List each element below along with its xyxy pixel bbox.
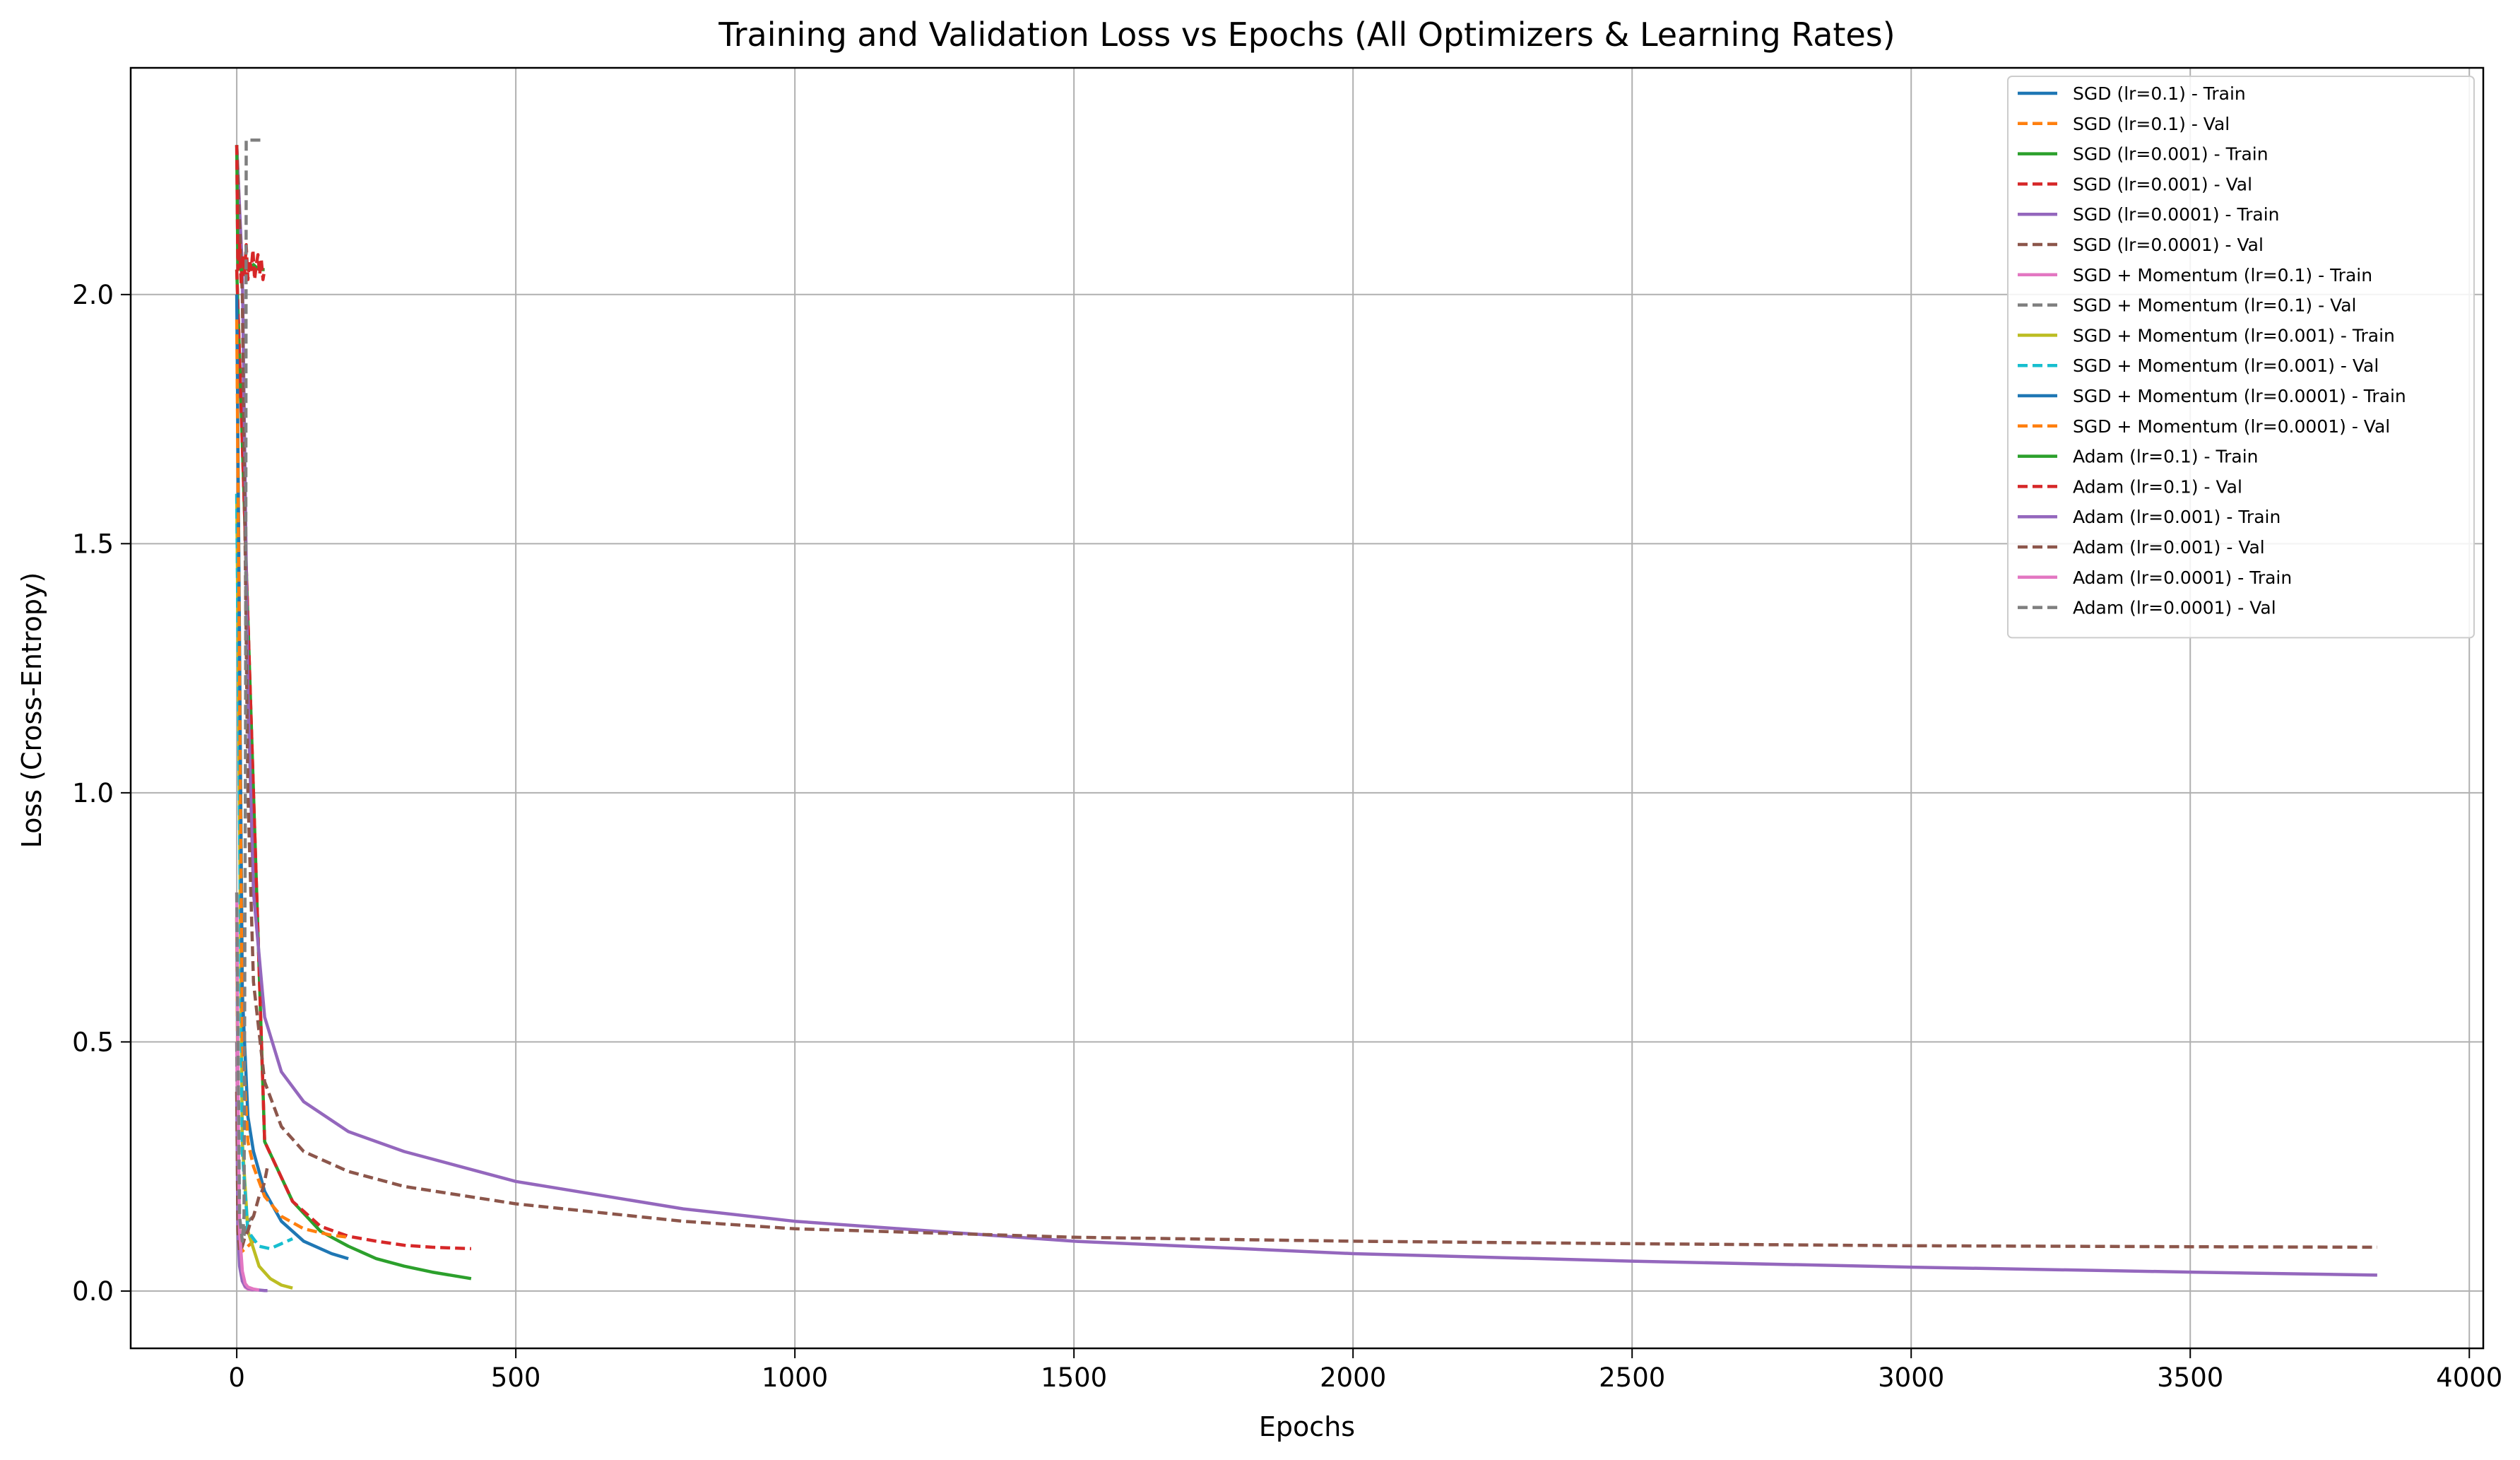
legend-entry: SGD + Momentum (lr=0.0001) - Train bbox=[2073, 386, 2406, 406]
chart-title: Training and Validation Loss vs Epochs (… bbox=[718, 16, 1895, 54]
series-line-5 bbox=[235, 145, 2377, 1277]
series-line-10 bbox=[235, 493, 294, 1251]
legend-entry: SGD (lr=0.1) - Val bbox=[2073, 114, 2230, 134]
legend-entry: SGD + Momentum (lr=0.1) - Train bbox=[2073, 265, 2372, 285]
x-tick-label: 2000 bbox=[1320, 1362, 1386, 1393]
legend-entry: Adam (lr=0.0001) - Val bbox=[2073, 598, 2276, 618]
legend-entry: Adam (lr=0.0001) - Train bbox=[2073, 567, 2292, 588]
legend: SGD (lr=0.1) - Train SGD (lr=0.1) - Val SG… bbox=[2007, 76, 2475, 639]
legend-entry: Adam (lr=0.1) - Train bbox=[2073, 447, 2259, 467]
legend-entry: SGD (lr=0.0001) - Train bbox=[2073, 204, 2280, 225]
y-axis: 0.0 0.5 1.0 1.5 2.0 bbox=[72, 280, 131, 1307]
legend-entry: SGD + Momentum (lr=0.0001) - Val bbox=[2073, 416, 2390, 437]
series-line-17 bbox=[235, 892, 260, 1292]
legend-entry: SGD + Momentum (lr=0.001) - Train bbox=[2073, 325, 2395, 346]
series-line-4 bbox=[235, 269, 471, 1251]
legend-entry: SGD (lr=0.0001) - Val bbox=[2073, 235, 2264, 255]
y-tick-label: 1.0 bbox=[72, 778, 114, 808]
legend-entry: Adam (lr=0.001) - Train bbox=[2073, 507, 2281, 527]
x-tick-label: 2500 bbox=[1599, 1362, 1665, 1393]
legend-entry: SGD (lr=0.1) - Train bbox=[2073, 83, 2246, 104]
series-line-18 bbox=[235, 138, 265, 1243]
y-tick-label: 0.0 bbox=[72, 1276, 114, 1307]
series-line-3 bbox=[235, 269, 472, 1281]
x-tick-label: 0 bbox=[228, 1362, 245, 1393]
series-lines bbox=[235, 138, 2377, 1293]
x-axis-label: Epochs bbox=[1259, 1411, 1355, 1442]
x-tick-label: 3000 bbox=[1878, 1362, 1944, 1393]
legend-box bbox=[2007, 76, 2475, 639]
legend-entry: SGD + Momentum (lr=0.001) - Val bbox=[2073, 355, 2379, 376]
series-line-16 bbox=[235, 1091, 269, 1253]
legend-entry: Adam (lr=0.1) - Val bbox=[2073, 476, 2242, 497]
x-tick-label: 1500 bbox=[1041, 1362, 1107, 1393]
x-tick-label: 3500 bbox=[2157, 1362, 2223, 1393]
y-tick-label: 2.0 bbox=[72, 280, 114, 310]
x-axis: 0 500 1000 1500 2000 2500 3000 3500 4000 bbox=[228, 1348, 2502, 1393]
series-line-6 bbox=[235, 145, 2377, 1249]
x-tick-label: 4000 bbox=[2436, 1362, 2502, 1393]
legend-entry: SGD (lr=0.001) - Val bbox=[2073, 174, 2252, 194]
series-line-12 bbox=[235, 319, 349, 1240]
y-axis-label: Loss (Cross-Entropy) bbox=[16, 572, 47, 849]
y-tick-label: 0.5 bbox=[72, 1027, 114, 1057]
x-tick-label: 1000 bbox=[762, 1362, 828, 1393]
legend-entry: Adam (lr=0.001) - Val bbox=[2073, 537, 2265, 558]
legend-entry: SGD (lr=0.001) - Train bbox=[2073, 144, 2268, 165]
x-tick-label: 500 bbox=[491, 1362, 541, 1393]
y-tick-label: 1.5 bbox=[72, 529, 114, 559]
series-line-14 bbox=[235, 145, 266, 286]
legend-entry: SGD + Momentum (lr=0.1) - Val bbox=[2073, 295, 2357, 316]
plot-frame bbox=[129, 66, 2485, 1350]
